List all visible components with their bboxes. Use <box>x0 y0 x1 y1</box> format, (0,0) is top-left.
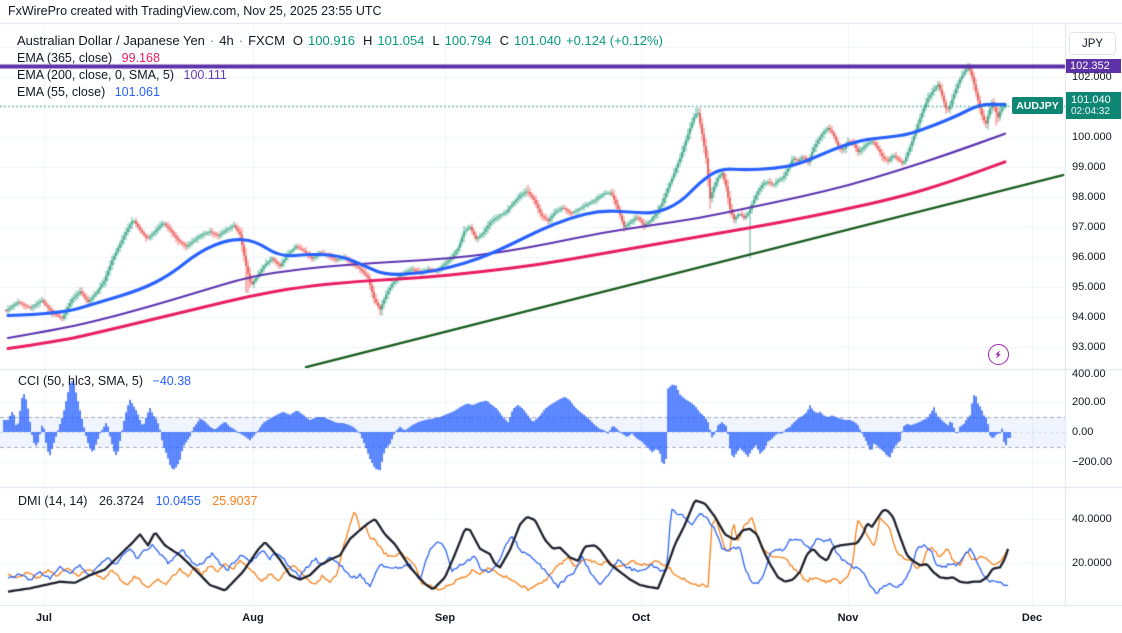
open-letter: O <box>292 33 304 48</box>
indicator-row-cci[interactable]: CCI (50, hlc3, SMA, 5) −40.38 <box>18 374 191 388</box>
cci-axis-label: 400.00 <box>1072 368 1106 380</box>
price-axis-label: 100.000 <box>1072 131 1112 143</box>
cci-axis-label: −200.00 <box>1072 456 1113 468</box>
dmi-minus-di-value: 25.9037 <box>212 494 258 508</box>
price-axis-label: 102.000 <box>1072 71 1112 83</box>
last-price-value: 101.040 <box>1071 93 1111 106</box>
ema55-value: 101.061 <box>114 85 160 99</box>
price-axis-label: 95.000 <box>1072 281 1106 293</box>
header-separator: · <box>238 33 244 48</box>
header-separator: · <box>209 33 215 48</box>
currency-unit-label: JPY <box>1081 37 1104 50</box>
symbol-header-row[interactable]: Australian Dollar / Japanese Yen · 4h · … <box>17 33 663 49</box>
dmi-adx-value: 26.3724 <box>98 494 145 508</box>
ema55-label: EMA (55, close) <box>17 85 106 99</box>
dmi-label: DMI (14, 14) <box>18 494 88 508</box>
time-axis-month-label: Oct <box>631 612 651 624</box>
dmi-axis-label: 20.0000 <box>1072 557 1112 569</box>
close-value: 101.040 <box>514 33 562 48</box>
symbol-title: Australian Dollar / Japanese Yen <box>17 33 205 48</box>
last-price-axis-badge: 101.040 02:04:32 <box>1066 92 1121 120</box>
ema365-label: EMA (365, close) <box>17 51 113 65</box>
dmi-plus-di-value: 10.0455 <box>155 494 201 508</box>
indicator-row-dmi[interactable]: DMI (14, 14) 26.3724 10.0455 25.9037 <box>18 494 257 508</box>
interval-label: 4h <box>219 33 234 48</box>
price-axis-label: 93.000 <box>1072 341 1106 353</box>
price-axis-label: 98.000 <box>1072 191 1106 203</box>
time-axis-month-label: Aug <box>242 612 264 624</box>
change-value: +0.124 (+0.12%) <box>566 33 663 48</box>
time-axis-month-label: Dec <box>1021 612 1043 624</box>
symbol-badge-text: AUDJPY <box>1016 99 1059 112</box>
ray-price-axis-badge: 102.352 <box>1066 59 1121 74</box>
low-letter: L <box>432 33 440 48</box>
chart-legend: Australian Dollar / Japanese Yen · 4h · … <box>17 33 663 100</box>
cci-label: CCI (50, hlc3, SMA, 5) <box>18 374 144 388</box>
symbol-price-label-badge: AUDJPY <box>1012 97 1063 115</box>
price-axis-label: 94.000 <box>1072 311 1106 323</box>
dmi-axis-label: 40.0000 <box>1072 513 1112 525</box>
currency-unit-button[interactable]: JPY <box>1069 32 1116 55</box>
indicator-row-ema365[interactable]: EMA (365, close) 99.168 <box>17 50 663 66</box>
bar-countdown: 02:04:32 <box>1071 105 1110 117</box>
cci-value: −40.38 <box>152 374 192 388</box>
ema200-label: EMA (200, close, 0, SMA, 5) <box>17 68 175 82</box>
watermark-text: FxWirePro created with TradingView.com, … <box>8 4 382 18</box>
open-value: 100.916 <box>308 33 356 48</box>
exchange-label: FXCM <box>248 33 285 48</box>
close-letter: C <box>499 33 510 48</box>
high-letter: H <box>363 33 373 48</box>
time-axis-month-label: Nov <box>837 612 859 624</box>
cci-axis-label: 200.00 <box>1072 396 1106 408</box>
high-value: 101.054 <box>377 33 425 48</box>
time-axis-month-label: Sep <box>434 612 456 624</box>
time-axis-month-label: Jul <box>36 612 52 624</box>
ema200-value: 100.111 <box>183 68 227 82</box>
indicator-row-ema200[interactable]: EMA (200, close, 0, SMA, 5) 100.111 <box>17 67 663 83</box>
price-axis-label: 99.000 <box>1072 161 1106 173</box>
price-axis-label: 97.000 <box>1072 221 1106 233</box>
cci-axis-label: 0.00 <box>1072 426 1094 438</box>
lightning-icon <box>993 349 1004 360</box>
ema365-value: 99.168 <box>121 51 160 65</box>
low-value: 100.794 <box>444 33 492 48</box>
ray-price-value: 102.352 <box>1070 60 1110 73</box>
indicator-row-ema55[interactable]: EMA (55, close) 101.061 <box>17 84 663 100</box>
instant-order-lightning-button[interactable] <box>988 344 1009 365</box>
price-axis-label: 96.000 <box>1072 251 1106 263</box>
